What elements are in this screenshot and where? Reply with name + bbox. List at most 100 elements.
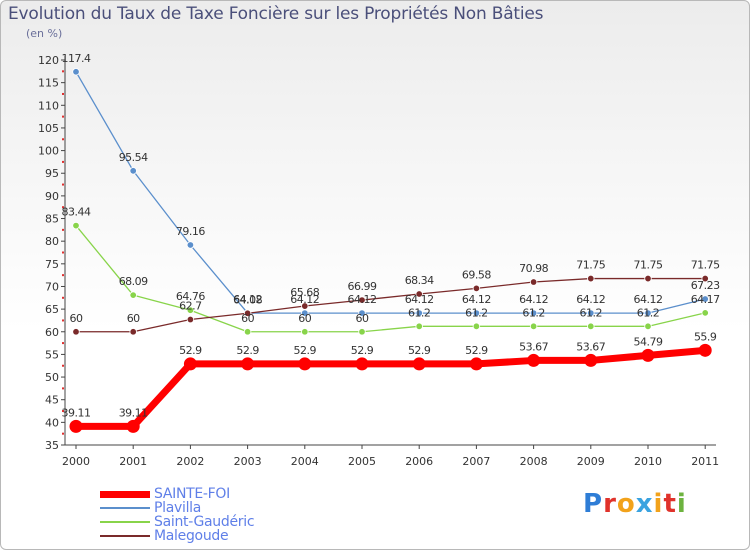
y-tick-label: 100 [38,145,59,158]
data-point-saint-gaud-ric [72,221,80,230]
x-tick-label: 2000 [62,455,90,468]
data-label-plavilla: 64.12 [462,293,491,306]
data-label-sainte-foi: 52.9 [408,344,431,357]
series-line-plavilla [75,71,706,314]
data-point-plavilla [129,167,137,175]
data-label-malegoude: 60 [70,312,83,325]
logo-letter: P [583,489,604,519]
data-label-sainte-foi: 52.9 [465,344,488,357]
data-point-malegoude [415,290,423,298]
legend-item: Saint-Gaudéric [100,514,255,530]
data-label-plavilla: 64.12 [634,293,663,306]
data-label-plavilla: 64.12 [576,293,605,306]
data-label-saint-gaud-ric: 61.2 [522,306,545,319]
series-line-malegoude [75,277,706,333]
x-tick-label: 2011 [691,455,719,468]
y-tick-label: 120 [38,54,59,67]
data-point-sainte-foi [584,353,598,367]
y-tick-label: 90 [45,190,59,203]
y-tick-label: 60 [45,326,59,339]
legend-swatch [100,507,150,509]
legend-label: SAINTE-FOI [154,486,230,502]
y-tick-label: 115 [38,77,59,90]
y-minor-tick [62,70,64,73]
data-point-plavilla [186,241,195,249]
logo-letter: x [635,489,654,519]
data-point-sainte-foi [69,419,83,433]
data-label-saint-gaud-ric: 64.76 [176,290,205,303]
data-label-malegoude: 71.75 [576,259,605,272]
y-tick-label: 55 [45,348,59,361]
x-tick-label: 2010 [634,455,662,468]
data-label-sainte-foi: 39.11 [62,406,91,419]
data-point-malegoude [472,284,481,293]
data-label-saint-gaud-ric: 61.2 [580,306,603,319]
data-point-sainte-foi [298,357,312,371]
data-point-sainte-foi [469,357,483,371]
data-label-malegoude: 69.58 [462,268,491,281]
legend-label: Plavilla [154,500,202,516]
y-tick-label: 105 [38,122,59,135]
y-minor-tick [62,432,64,435]
data-label-malegoude: 65.68 [290,286,319,299]
data-label-saint-gaud-ric: 68.09 [119,275,148,288]
data-label-malegoude: 60 [127,312,140,325]
y-tick-label: 95 [45,167,59,180]
y-minor-tick [62,183,64,186]
y-tick-label: 35 [45,439,59,452]
data-point-saint-gaud-ric [644,322,652,331]
data-label-malegoude: 71.75 [634,259,663,272]
data-label-sainte-foi: 55.9 [694,330,717,343]
y-minor-tick [62,251,64,254]
data-point-malegoude [243,309,252,317]
data-point-plavilla [358,309,366,317]
y-minor-tick [62,206,64,209]
y-minor-tick [62,138,64,141]
data-label-sainte-foi: 53.67 [519,340,548,353]
y-tick-label: 40 [45,416,59,429]
x-tick-label: 2006 [405,455,433,468]
y-minor-tick [62,364,64,367]
data-label-sainte-foi: 52.9 [351,344,374,357]
data-label-malegoude: 71.75 [691,259,720,272]
y-minor-tick [62,342,64,345]
data-point-sainte-foi [527,353,541,367]
data-point-malegoude [301,302,309,310]
data-label-malegoude: 70.98 [519,262,548,275]
data-point-plavilla [701,295,709,303]
data-point-malegoude [129,328,137,336]
data-point-malegoude [701,274,709,283]
chart-title: Evolution du Taux de Taxe Foncière sur l… [8,4,544,24]
data-label-malegoude: 64.08 [233,293,262,306]
data-label-saint-gaud-ric: 61.2 [408,306,431,319]
y-minor-tick [62,319,64,322]
data-point-saint-gaud-ric [358,328,366,336]
data-label-plavilla: 64.12 [519,293,548,306]
legend-item: Malegoude [100,528,229,544]
y-minor-tick [62,115,64,118]
y-tick-label: 50 [45,371,59,384]
data-label-plavilla: 64.12 [290,293,319,306]
x-tick-label: 2001 [119,455,147,468]
data-point-malegoude [186,315,195,324]
logo-letter: i [653,489,664,519]
x-tick-label: 2009 [577,455,605,468]
series-line-saint-gaud-ric [75,224,706,333]
data-label-saint-gaud-ric: 60 [241,312,254,325]
logo-letter: i [676,489,687,519]
logo-letter: r [603,489,617,519]
data-label-sainte-foi: 52.9 [294,344,317,357]
data-point-plavilla [644,309,652,317]
data-label-malegoude: 68.34 [405,274,434,287]
data-point-saint-gaud-ric [243,328,252,336]
data-label-plavilla: 64.12 [348,293,377,306]
data-label-sainte-foi: 52.9 [236,344,259,357]
data-label-malegoude: 62.7 [179,300,202,313]
data-point-saint-gaud-ric [301,328,309,336]
y-minor-tick [62,296,64,299]
data-label-plavilla: 117.4 [62,52,91,65]
data-label-saint-gaud-ric: 61.2 [637,306,660,319]
data-point-saint-gaud-ric [472,322,481,331]
data-label-saint-gaud-ric: 60 [356,312,369,325]
y-tick-label: 45 [45,394,59,407]
